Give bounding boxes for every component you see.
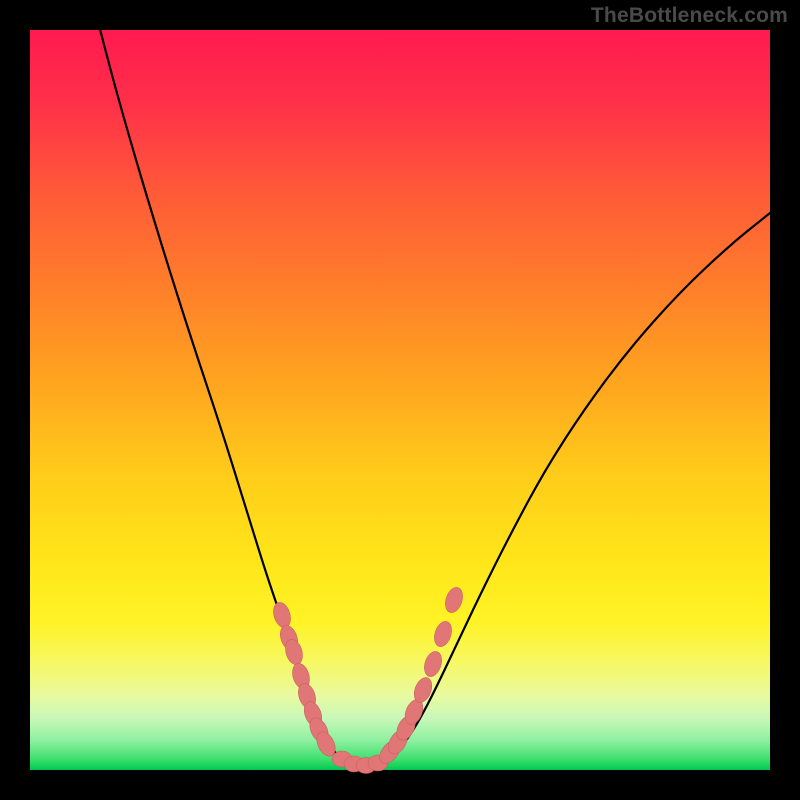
plot-area — [30, 0, 770, 774]
watermark-text: TheBottleneck.com — [591, 4, 788, 28]
chart-frame: TheBottleneck.com — [0, 0, 800, 800]
bottleneck-chart — [0, 0, 800, 800]
gradient-background — [30, 30, 770, 770]
